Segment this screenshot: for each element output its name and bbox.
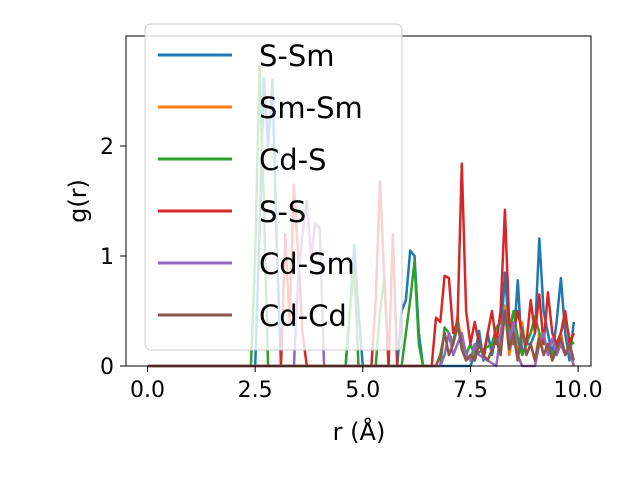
- series-line-5: [147, 309, 576, 368]
- y-tick-label: 0: [100, 355, 114, 380]
- x-tick-label: 0.0: [130, 378, 165, 403]
- legend-label: Cd-Cd: [259, 299, 347, 333]
- x-tick-label: 2.5: [238, 378, 273, 403]
- legend-label: Cd-Sm: [259, 247, 355, 281]
- x-tick-label: 5.0: [345, 378, 380, 403]
- y-axis-label: g(r): [64, 179, 92, 223]
- legend-label: S-Sm: [259, 39, 335, 73]
- legend: S-Sm Sm-Sm Cd-S S-S Cd-Sm Cd-Cd: [144, 23, 403, 351]
- legend-label: Sm-Sm: [259, 91, 363, 125]
- y-tick-label: 1: [100, 245, 114, 270]
- axis-ticks: 0.0 2.5 5.0 7.5 10.0 0 1 2: [100, 135, 603, 403]
- y-tick-label: 2: [100, 135, 114, 160]
- legend-label: Cd-S: [259, 143, 327, 177]
- x-tick-label: 7.5: [453, 378, 488, 403]
- legend-label: S-S: [259, 195, 306, 229]
- x-axis-label: r (Å): [333, 417, 386, 446]
- x-tick-label: 10.0: [554, 378, 603, 403]
